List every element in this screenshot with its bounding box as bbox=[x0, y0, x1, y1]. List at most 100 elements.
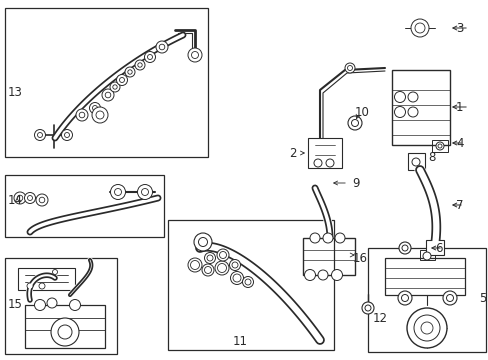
Bar bbox=[5, 175, 163, 237]
Circle shape bbox=[79, 112, 84, 118]
Circle shape bbox=[102, 89, 114, 101]
Circle shape bbox=[406, 308, 446, 348]
Text: 2: 2 bbox=[289, 147, 296, 159]
Circle shape bbox=[219, 252, 226, 258]
Circle shape bbox=[244, 279, 250, 285]
Circle shape bbox=[394, 91, 405, 103]
Circle shape bbox=[144, 51, 155, 63]
Bar bbox=[419, 250, 434, 260]
Text: 16: 16 bbox=[352, 252, 367, 265]
Bar bbox=[168, 220, 333, 350]
Circle shape bbox=[27, 195, 32, 201]
Circle shape bbox=[323, 233, 332, 243]
Circle shape bbox=[159, 44, 164, 50]
Circle shape bbox=[138, 63, 142, 67]
Circle shape bbox=[116, 75, 127, 86]
Circle shape bbox=[446, 294, 452, 302]
Text: 4: 4 bbox=[455, 136, 463, 149]
Circle shape bbox=[202, 264, 214, 276]
Circle shape bbox=[39, 283, 45, 289]
Bar bbox=[425, 240, 443, 255]
Circle shape bbox=[187, 48, 202, 62]
Circle shape bbox=[137, 185, 152, 199]
Circle shape bbox=[325, 159, 333, 167]
Circle shape bbox=[17, 195, 23, 201]
Circle shape bbox=[364, 305, 370, 311]
Circle shape bbox=[229, 260, 240, 270]
Bar bbox=[307, 138, 341, 168]
Bar bbox=[303, 238, 354, 275]
Text: 6: 6 bbox=[434, 242, 442, 255]
Text: 13: 13 bbox=[8, 86, 23, 99]
Circle shape bbox=[147, 54, 152, 59]
Circle shape bbox=[217, 264, 226, 273]
Circle shape bbox=[331, 270, 342, 280]
Circle shape bbox=[64, 132, 69, 138]
Text: 8: 8 bbox=[427, 150, 434, 163]
Circle shape bbox=[422, 252, 430, 260]
Circle shape bbox=[420, 322, 432, 334]
Bar bbox=[5, 258, 117, 354]
Circle shape bbox=[58, 325, 72, 339]
Text: 10: 10 bbox=[354, 105, 369, 118]
Circle shape bbox=[198, 238, 207, 247]
Circle shape bbox=[304, 270, 315, 280]
Circle shape bbox=[410, 19, 428, 37]
Circle shape bbox=[38, 132, 42, 138]
Text: 14: 14 bbox=[8, 194, 23, 207]
Circle shape bbox=[89, 103, 101, 113]
Circle shape bbox=[27, 283, 33, 289]
Text: 7: 7 bbox=[455, 198, 463, 212]
Circle shape bbox=[47, 298, 57, 308]
Text: 15: 15 bbox=[8, 298, 23, 311]
Circle shape bbox=[401, 294, 407, 302]
Circle shape bbox=[317, 270, 327, 280]
Circle shape bbox=[242, 276, 253, 288]
Circle shape bbox=[36, 194, 48, 206]
Circle shape bbox=[361, 302, 373, 314]
Circle shape bbox=[110, 185, 125, 199]
Circle shape bbox=[334, 233, 345, 243]
Circle shape bbox=[141, 189, 148, 195]
Circle shape bbox=[52, 270, 58, 275]
Circle shape bbox=[39, 197, 45, 203]
Bar bbox=[431, 140, 447, 152]
Bar bbox=[384, 258, 464, 295]
Text: 1: 1 bbox=[455, 100, 463, 113]
Circle shape bbox=[309, 233, 319, 243]
Circle shape bbox=[96, 111, 104, 119]
Circle shape bbox=[215, 261, 228, 275]
Circle shape bbox=[187, 258, 202, 272]
Circle shape bbox=[35, 130, 45, 140]
Circle shape bbox=[76, 109, 88, 121]
Circle shape bbox=[135, 60, 145, 70]
Circle shape bbox=[92, 107, 108, 123]
Circle shape bbox=[24, 193, 36, 203]
Circle shape bbox=[191, 51, 198, 59]
Circle shape bbox=[190, 261, 199, 270]
Circle shape bbox=[345, 63, 354, 73]
Circle shape bbox=[442, 291, 456, 305]
Bar bbox=[391, 70, 449, 145]
Circle shape bbox=[14, 192, 26, 204]
Circle shape bbox=[69, 300, 81, 310]
Circle shape bbox=[411, 158, 419, 166]
Circle shape bbox=[401, 245, 407, 251]
Text: 5: 5 bbox=[478, 292, 486, 305]
Circle shape bbox=[110, 82, 120, 92]
Bar bbox=[18, 268, 75, 290]
Circle shape bbox=[204, 252, 215, 264]
Text: 3: 3 bbox=[455, 22, 463, 35]
Circle shape bbox=[407, 107, 417, 117]
Circle shape bbox=[351, 120, 358, 126]
Circle shape bbox=[437, 144, 441, 148]
Circle shape bbox=[105, 92, 111, 98]
Circle shape bbox=[119, 77, 124, 82]
Circle shape bbox=[231, 262, 238, 268]
Circle shape bbox=[125, 67, 135, 77]
Circle shape bbox=[51, 318, 79, 346]
Circle shape bbox=[347, 66, 352, 71]
Circle shape bbox=[347, 116, 361, 130]
Circle shape bbox=[92, 105, 97, 111]
Circle shape bbox=[407, 92, 417, 102]
